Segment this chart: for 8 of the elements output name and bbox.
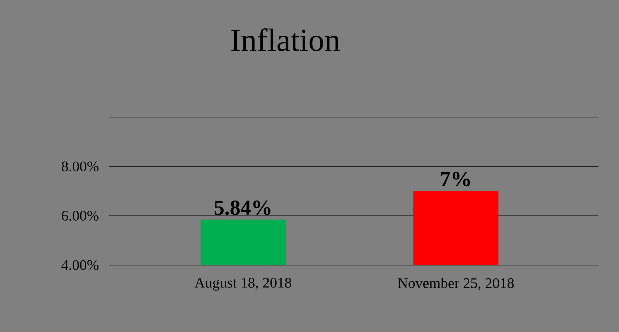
x-tick-label: November 25, 2018 <box>398 278 514 290</box>
data-label: 5.84% <box>214 200 271 216</box>
chart-title: Inflation <box>232 28 340 52</box>
y-tick-label: 4.00% <box>62 260 99 270</box>
y-tick-label: 8.00% <box>62 162 99 172</box>
x-tick-label: August 18, 2018 <box>194 278 292 291</box>
data-label: 7% <box>441 172 470 187</box>
y-tick-label: 6.00% <box>62 211 99 221</box>
